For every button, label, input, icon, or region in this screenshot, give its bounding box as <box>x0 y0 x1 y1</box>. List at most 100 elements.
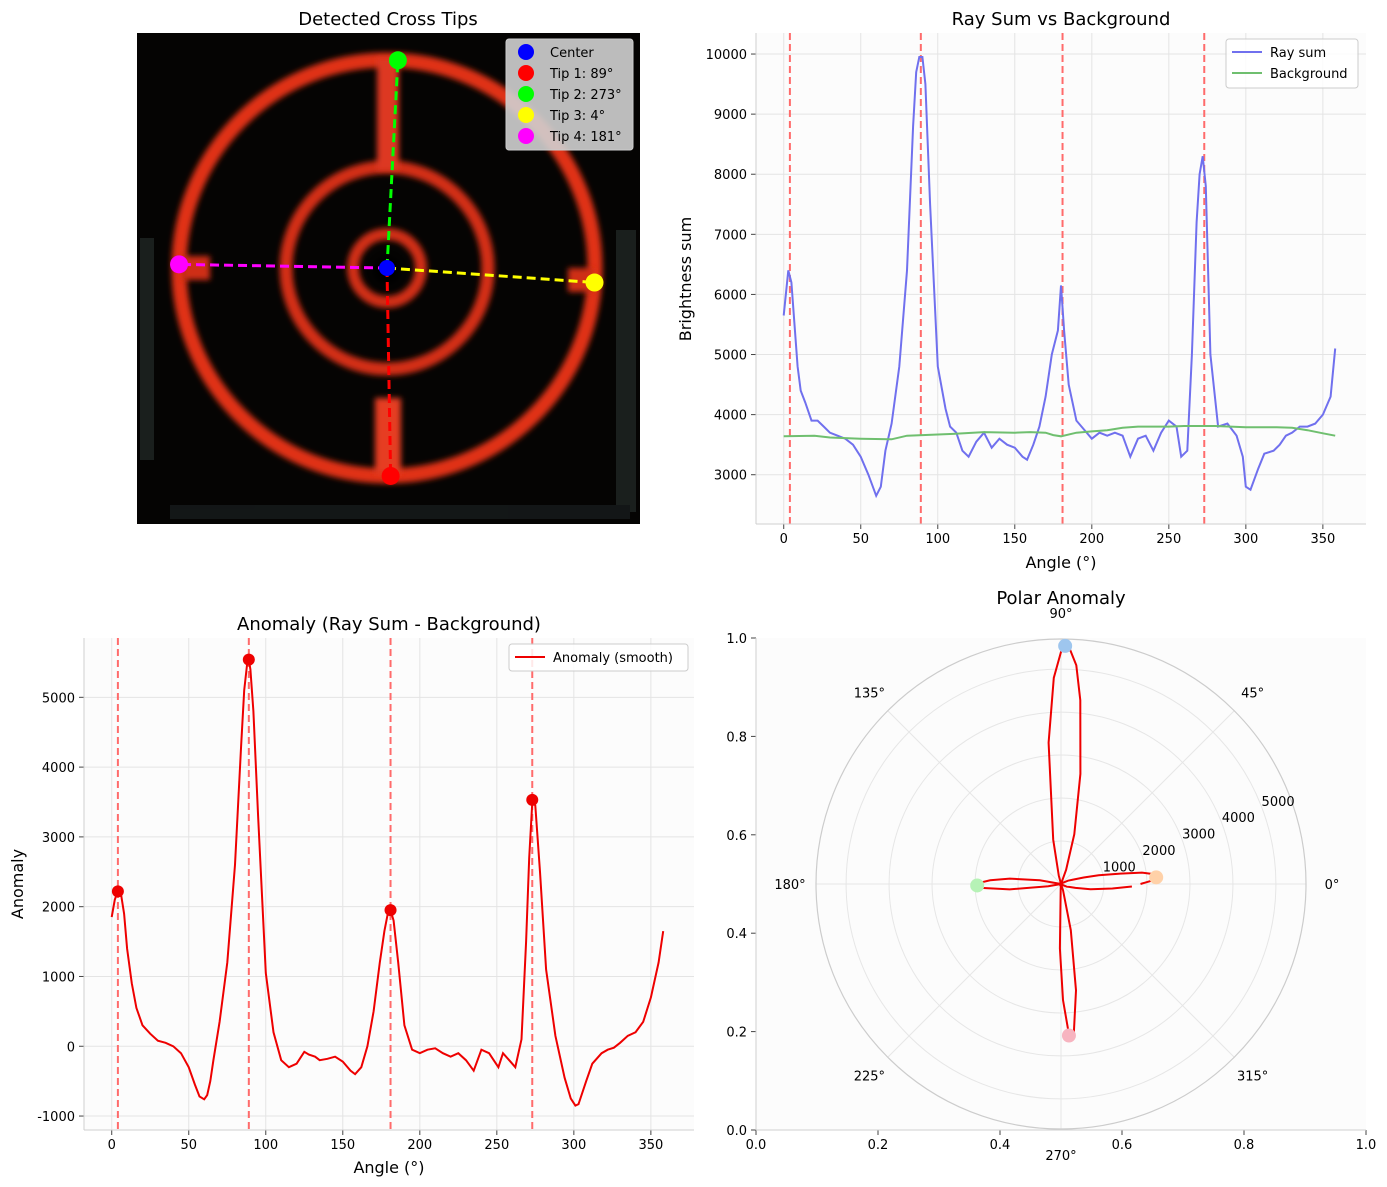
anomaly-series-1 <box>110 656 665 1107</box>
legend-label-ray-sum: Ray sum <box>1270 46 1326 61</box>
ray-sum-ytick-label: 5000 <box>714 349 747 364</box>
ray-sum-panel: 0 50 100 150 200 250 300 350 3000 4000 5000 6000 700… <box>676 9 1366 572</box>
polar-ring <box>888 711 1234 1057</box>
polar-xtick-label: 0.8 <box>1234 1138 1255 1153</box>
tip-ray-1 <box>385 267 393 476</box>
ray-sum-xlabel: Angle (°) <box>1025 553 1096 572</box>
anomaly-ytick-label: 1000 <box>42 970 75 985</box>
polar-grid <box>815 638 1307 1130</box>
polar-ytick-label: 0.8 <box>726 730 747 745</box>
polar-curve <box>975 644 1158 1036</box>
polar-peak-1 <box>1149 870 1164 885</box>
ray-sum-ytick-label: 8000 <box>714 168 747 183</box>
image-legend: Center Tip 1: 89° Tip 2: 273° Tip 3: 4° … <box>505 38 634 151</box>
ray-sum-ytick-label: 3000 <box>714 469 747 484</box>
tip-marker-3 <box>585 273 604 292</box>
ray-sum-xtick-label: 150 <box>1002 532 1027 547</box>
anomaly-peak-2 <box>242 653 255 666</box>
polar-ring <box>845 668 1277 1100</box>
legend-box <box>505 38 634 151</box>
anomaly-xlabel: Angle (°) <box>353 1158 424 1177</box>
ray-sum-ytick-label: 7000 <box>714 228 747 243</box>
center-marker <box>379 260 395 276</box>
polar-peak-3 <box>970 878 985 893</box>
anomaly-ticks: 0 50 100 150 200 250 300 350 -1000 0 1000 2000 3000 4… <box>37 691 663 1153</box>
polar-ytick-label: 0.4 <box>726 927 747 942</box>
polar-theta-label: 135° <box>854 686 885 701</box>
ray-sum-ytick-label: 10000 <box>706 48 747 63</box>
anomaly-xtick-label: 300 <box>561 1138 586 1153</box>
legend-marker-center <box>518 44 534 60</box>
ray-sum-title: Ray Sum vs Background <box>952 9 1171 30</box>
tip-marker-1 <box>381 466 400 485</box>
ray-sum-ytick-label: 4000 <box>714 409 747 424</box>
anomaly-xtick-label: 150 <box>330 1138 355 1153</box>
anomaly-xtick-label: 100 <box>253 1138 278 1153</box>
legend-label-center: Center <box>550 46 594 61</box>
tip-marker-2 <box>388 51 407 70</box>
anomaly-peak-3 <box>384 904 397 917</box>
anomaly-xtick-label: 200 <box>407 1138 432 1153</box>
polar-xtick-label: 0.2 <box>868 1138 889 1153</box>
polar-ytick-label: 1.0 <box>726 632 747 647</box>
ray-sum-series <box>782 56 1337 499</box>
polar-labels: 1000 2000 3000 4000 5000 0° 45° 90° 135° 180° 225°… <box>774 607 1339 1164</box>
polar-cartesian-ticks: 0.0 0.2 0.4 0.6 0.8 1.0 0.0 0.2 0.4 0.6 0.8 1.0 <box>726 632 1376 1153</box>
legend-label-tip-1: Tip 1: 89° <box>549 67 613 82</box>
ray-sum-xtick-label: 0 <box>780 532 788 547</box>
polar-ytick-label: 0.2 <box>726 1026 747 1041</box>
tip-ray-4 <box>179 262 388 270</box>
anomaly-ytick-label: 4000 <box>42 761 75 776</box>
polar-peak-2 <box>1058 638 1073 653</box>
anomaly-ylabel: Anomaly <box>8 849 27 919</box>
tip-ray-2 <box>385 60 400 269</box>
ray-sum-grid <box>756 33 1366 524</box>
anomaly-ytick-label: 5000 <box>42 691 75 706</box>
ray-sum-legend: Ray sum Background <box>1225 38 1359 89</box>
polar-xtick-label: 0.4 <box>990 1138 1011 1153</box>
ray-sum-xtick-label: 300 <box>1233 532 1258 547</box>
legend-marker-tip-4 <box>518 128 534 144</box>
ray-sum-xtick-label: 200 <box>1079 532 1104 547</box>
polar-r-tick-label: 3000 <box>1182 828 1215 843</box>
polar-spoke <box>887 710 1062 885</box>
anomaly-ytick-label: 0 <box>67 1040 75 1055</box>
anomaly-legend: Anomaly (smooth) <box>508 643 689 672</box>
image-panel: Detected Cross Tips <box>137 9 640 524</box>
polar-theta-label: 225° <box>854 1070 885 1085</box>
anomaly-xtick-label: 0 <box>108 1138 116 1153</box>
anomaly-plot-area <box>84 638 694 1130</box>
polar-r-tick-label: 1000 <box>1103 861 1136 876</box>
ray-sum-ytick-label: 9000 <box>714 108 747 123</box>
image-title: Detected Cross Tips <box>298 9 478 30</box>
polar-r-tick-label: 2000 <box>1142 844 1175 859</box>
polar-panel: 1000 2000 3000 4000 5000 0° 45° 90° 135° 180° 225°… <box>726 588 1376 1164</box>
legend-marker-tip-3 <box>518 107 534 123</box>
ray-sum-xtick-label: 50 <box>852 532 869 547</box>
anomaly-ytick-label: -1000 <box>37 1110 75 1125</box>
legend-label-tip-4: Tip 4: 181° <box>549 130 622 145</box>
polar-outer-ring <box>815 638 1307 1130</box>
ray-sum-series-2 <box>783 425 1336 441</box>
polar-peak-4 <box>1061 1028 1076 1043</box>
polar-anomaly-curve <box>975 644 1158 1036</box>
anomaly-grid <box>84 638 694 1130</box>
ray-sum-plot-area <box>756 33 1366 524</box>
ray-sum-series-1 <box>782 56 1337 499</box>
anomaly-xtick-label: 350 <box>638 1138 663 1153</box>
anomaly-xtick-label: 50 <box>180 1138 197 1153</box>
polar-theta-label: 45° <box>1241 686 1264 701</box>
polar-r-tick-label: 5000 <box>1262 795 1295 810</box>
polar-theta-label: 0° <box>1325 878 1340 893</box>
tip-overlay <box>170 51 604 485</box>
polar-peaks <box>970 638 1164 1043</box>
polar-xtick-label: 0.6 <box>1112 1138 1133 1153</box>
anomaly-peaks <box>111 653 539 917</box>
polar-ytick-label: 0.0 <box>726 1124 747 1139</box>
anomaly-panel: 0 50 100 150 200 250 300 350 -1000 0 1000 2000 3000 4… <box>8 614 694 1177</box>
polar-theta-label: 90° <box>1049 607 1072 622</box>
legend-label-anomaly: Anomaly (smooth) <box>553 651 673 666</box>
anomaly-ytick-label: 2000 <box>42 901 75 916</box>
anomaly-legend-box <box>508 643 689 672</box>
